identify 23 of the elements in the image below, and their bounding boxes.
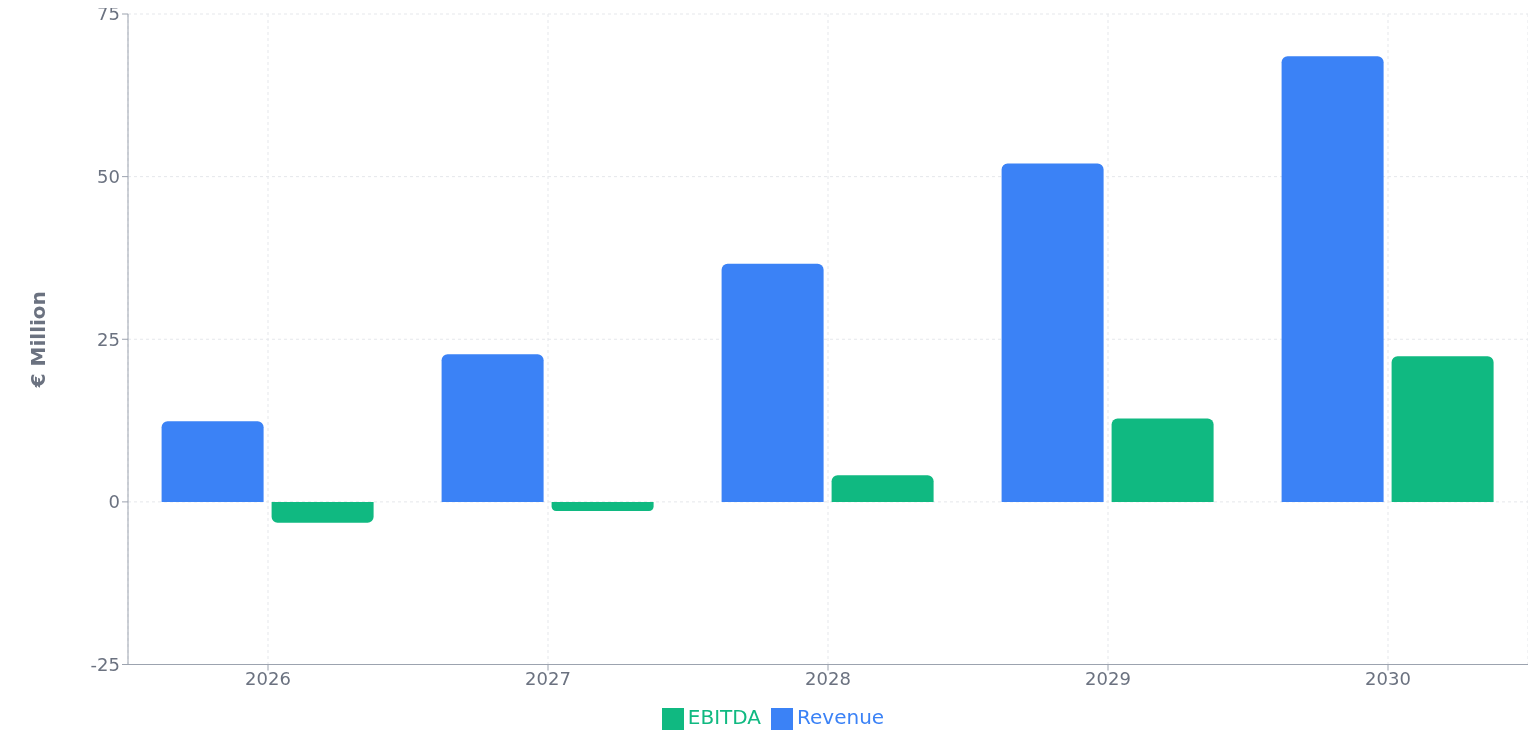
y-tick-label: 25 <box>97 328 120 350</box>
bar <box>551 501 654 511</box>
y-tick-label: 0 <box>108 491 120 513</box>
legend-label: Revenue <box>797 704 885 729</box>
legend-label: EBITDA <box>687 704 762 729</box>
x-tick-label: 2028 <box>805 668 851 690</box>
x-tick-label: 2030 <box>1365 668 1411 690</box>
y-tick-label: 75 <box>97 3 120 25</box>
bar <box>1111 418 1214 502</box>
y-tick-label: 50 <box>97 166 120 188</box>
bar <box>1281 56 1384 502</box>
y-tick-label: -25 <box>90 653 120 675</box>
bar <box>1391 356 1494 502</box>
bar <box>441 354 544 502</box>
bar <box>721 263 824 502</box>
bar <box>1001 163 1104 502</box>
bar <box>271 501 374 523</box>
bar <box>831 475 934 502</box>
x-tick-label: 2027 <box>525 668 571 690</box>
y-axis-title: € Million <box>26 291 51 389</box>
x-tick-label: 2026 <box>245 668 291 690</box>
bar <box>161 421 264 502</box>
x-tick-label: 2029 <box>1085 668 1131 690</box>
